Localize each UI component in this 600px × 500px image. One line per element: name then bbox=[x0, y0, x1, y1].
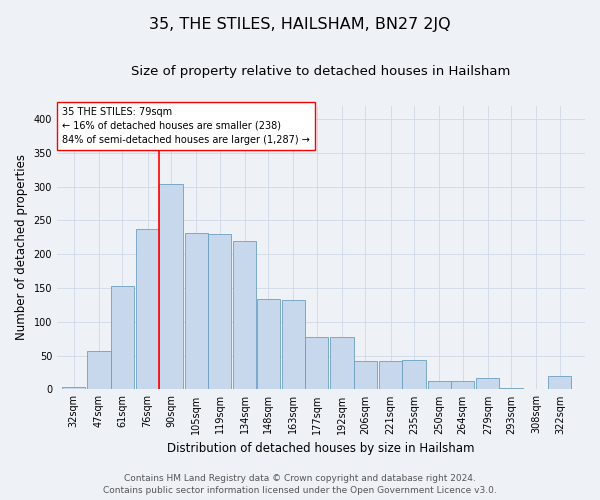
Bar bbox=[62, 388, 85, 390]
Bar bbox=[257, 299, 280, 390]
Bar bbox=[208, 234, 231, 390]
X-axis label: Distribution of detached houses by size in Hailsham: Distribution of detached houses by size … bbox=[167, 442, 475, 455]
Bar bbox=[428, 380, 451, 390]
Bar bbox=[136, 228, 159, 390]
Text: 35, THE STILES, HAILSHAM, BN27 2JQ: 35, THE STILES, HAILSHAM, BN27 2JQ bbox=[149, 18, 451, 32]
Bar bbox=[548, 376, 571, 390]
Bar bbox=[305, 336, 328, 390]
Bar bbox=[379, 361, 402, 390]
Text: 35 THE STILES: 79sqm
← 16% of detached houses are smaller (238)
84% of semi-deta: 35 THE STILES: 79sqm ← 16% of detached h… bbox=[62, 107, 310, 145]
Title: Size of property relative to detached houses in Hailsham: Size of property relative to detached ho… bbox=[131, 65, 511, 78]
Bar bbox=[282, 300, 305, 390]
Bar bbox=[160, 184, 182, 390]
Y-axis label: Number of detached properties: Number of detached properties bbox=[15, 154, 28, 340]
Bar bbox=[233, 242, 256, 390]
Bar bbox=[500, 388, 523, 390]
Text: Contains HM Land Registry data © Crown copyright and database right 2024.
Contai: Contains HM Land Registry data © Crown c… bbox=[103, 474, 497, 495]
Bar bbox=[111, 286, 134, 390]
Bar bbox=[476, 378, 499, 390]
Bar bbox=[525, 389, 548, 390]
Bar bbox=[331, 338, 353, 390]
Bar bbox=[451, 380, 474, 390]
Bar bbox=[354, 361, 377, 390]
Bar bbox=[403, 360, 425, 390]
Bar bbox=[88, 351, 110, 390]
Bar bbox=[185, 234, 208, 390]
